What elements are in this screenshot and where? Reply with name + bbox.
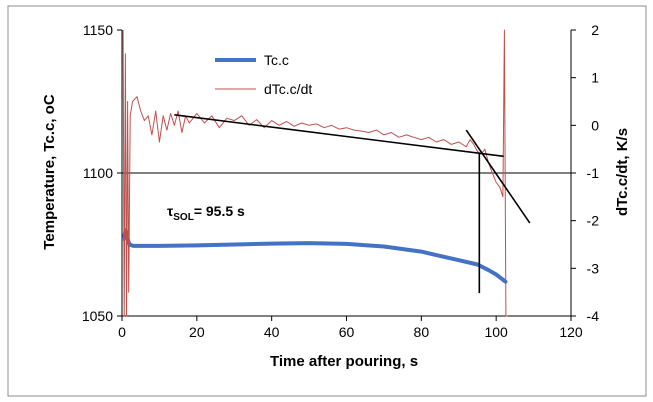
x-tick-label: 20 xyxy=(189,324,205,340)
annotation-tau: τ xyxy=(167,203,174,219)
annotation-subscript: SOL xyxy=(173,212,194,223)
y2-axis-title: dTc.c/dt, K/s xyxy=(614,128,631,216)
y2-tick-label: 2 xyxy=(591,22,599,38)
tick-layer: 0 20 40 60 80 100 120 1050 1100 1150 -4 -3 -2 -1 0 1 2 xyxy=(82,22,599,340)
legend: Tc.c dTc.c/dt xyxy=(215,52,312,97)
x-tick-label: 120 xyxy=(559,324,583,340)
tangent-line-plateau xyxy=(174,114,504,158)
y2-tick-label: -1 xyxy=(587,165,600,181)
legend-label-derivative: dTc.c/dt xyxy=(264,81,312,97)
series-line-temperature xyxy=(121,228,508,284)
x-tick-label: 60 xyxy=(339,324,355,340)
y2-tick-label: -3 xyxy=(587,260,600,276)
series-line-derivative xyxy=(122,29,508,317)
x-tick-label: 0 xyxy=(118,324,126,340)
x-axis-title: Time after pouring, s xyxy=(270,353,418,370)
legend-label-temperature: Tc.c xyxy=(264,52,289,68)
y2-tick-label: 0 xyxy=(591,117,599,133)
overlay-layer xyxy=(174,114,531,294)
y-axis-title: Temperature, Tc.c, oC xyxy=(41,94,58,249)
x-tick-label: 100 xyxy=(484,324,508,340)
y-tick-label: 1100 xyxy=(83,165,113,181)
tangent-line-drop xyxy=(465,129,531,224)
annotation-value: = 95.5 s xyxy=(194,203,245,219)
y2-tick-label: -4 xyxy=(587,308,600,324)
y2-tick-label: 1 xyxy=(591,70,599,86)
chart-border xyxy=(7,5,647,397)
x-tick-label: 80 xyxy=(414,324,430,340)
y-tick-label: 1050 xyxy=(82,308,113,324)
series-layer xyxy=(121,29,508,317)
y-tick-label: 1150 xyxy=(83,22,113,38)
y2-tick-label: -2 xyxy=(587,213,600,229)
x-tick-label: 40 xyxy=(264,324,280,340)
solidification-time-annotation: τSOL= 95.5 s xyxy=(167,203,245,223)
